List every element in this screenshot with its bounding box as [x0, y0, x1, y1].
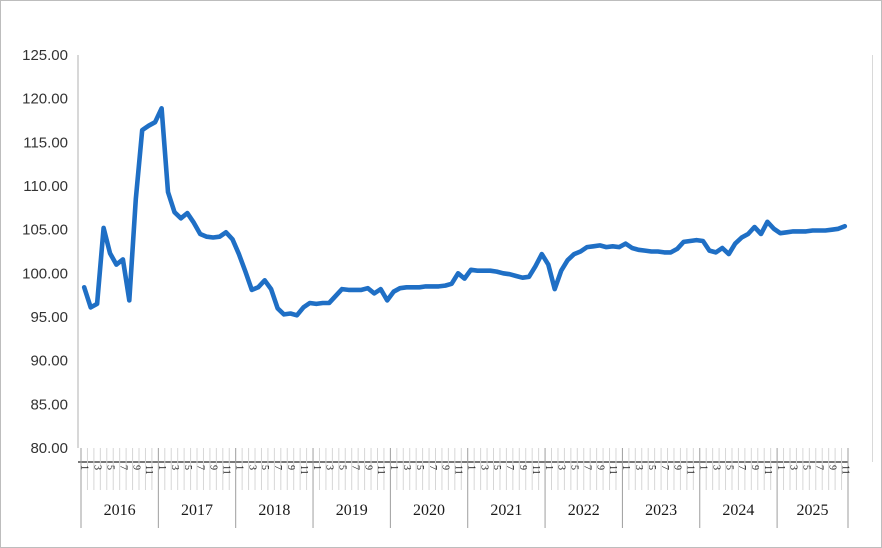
month-label: 5 — [105, 465, 116, 470]
month-label: 7 — [736, 465, 747, 470]
month-label: 3 — [169, 465, 180, 470]
month-label: 5 — [259, 465, 270, 470]
month-label: 3 — [478, 465, 489, 470]
month-label: 3 — [401, 465, 412, 470]
month-label: 3 — [788, 465, 799, 470]
month-label: 9 — [672, 465, 683, 470]
month-label: 1 — [311, 465, 322, 470]
month-label: 3 — [324, 465, 335, 470]
month-label: 1 — [543, 465, 554, 470]
month-label: 9 — [130, 465, 141, 470]
month-label: 9 — [208, 465, 219, 470]
month-label: 7 — [349, 465, 360, 470]
y-axis-labels: 125.00 120.00 115.00 110.00 105.00 100.00 95.0… — [22, 47, 68, 457]
y-tick-label: 90.00 — [30, 353, 68, 370]
year-label: 2016 — [104, 502, 136, 519]
y-tick-label: 105.00 — [22, 222, 68, 239]
month-label: 5 — [646, 465, 657, 470]
month-label: 7 — [504, 465, 515, 470]
month-label: 7 — [659, 465, 670, 470]
index-line-series — [81, 106, 848, 318]
year-label: 2023 — [645, 502, 677, 519]
month-label: 9 — [440, 465, 451, 470]
y-tick-label: 95.00 — [30, 309, 68, 326]
month-label: 11 — [607, 465, 618, 475]
index-line — [81, 106, 848, 318]
y-tick-label: 125.00 — [22, 47, 68, 64]
month-label: 9 — [749, 465, 760, 470]
year-label: 2019 — [336, 502, 368, 519]
year-label: 2017 — [181, 502, 213, 519]
month-label: 1 — [620, 465, 631, 470]
month-label: 11 — [143, 465, 154, 475]
year-label: 2020 — [413, 502, 445, 519]
year-labels: 2016 2017 2018 2019 2020 2021 2022 2023 2024 2025 — [104, 502, 829, 519]
month-label: 1 — [156, 465, 167, 470]
year-label: 2025 — [797, 502, 829, 519]
month-label: 9 — [362, 465, 373, 470]
year-label: 2022 — [568, 502, 600, 519]
month-tick-marks — [80, 448, 849, 528]
month-label: 11 — [762, 465, 773, 475]
y-tick-label: 100.00 — [22, 265, 68, 282]
month-label: 11 — [453, 465, 464, 475]
y-tick-label: 120.00 — [22, 91, 68, 108]
month-label: 9 — [594, 465, 605, 470]
y-tick-label: 85.00 — [30, 396, 68, 413]
month-label: 9 — [285, 465, 296, 470]
month-label: 7 — [814, 465, 825, 470]
year-label: 2024 — [722, 502, 754, 519]
plot-frame — [77, 55, 873, 463]
month-label: 7 — [195, 465, 206, 470]
month-label: 7 — [272, 465, 283, 470]
month-label: 5 — [337, 465, 348, 470]
month-label: 5 — [182, 465, 193, 470]
month-label: 5 — [414, 465, 425, 470]
month-label: 11 — [375, 465, 386, 475]
month-label: 1 — [775, 465, 786, 470]
y-tick-label: 80.00 — [30, 440, 68, 457]
month-label: 7 — [582, 465, 593, 470]
month-label: 3 — [556, 465, 567, 470]
month-label: 1 — [465, 465, 476, 470]
month-label: 11 — [839, 465, 850, 475]
month-label: 3 — [710, 465, 721, 470]
year-label: 2021 — [490, 502, 522, 519]
y-tick-label: 115.00 — [23, 134, 68, 151]
month-label: 5 — [723, 465, 734, 470]
month-label: 5 — [569, 465, 580, 470]
month-label: 11 — [530, 465, 541, 475]
month-label: 7 — [117, 465, 128, 470]
month-label: 1 — [233, 465, 244, 470]
month-label: 11 — [685, 465, 696, 475]
month-label: 11 — [221, 465, 232, 475]
month-label: 1 — [698, 465, 709, 470]
year-label: 2018 — [258, 502, 290, 519]
y-tick-label: 110.00 — [23, 178, 68, 195]
month-label: 5 — [491, 465, 502, 470]
month-label: 3 — [92, 465, 103, 470]
month-label: 1 — [388, 465, 399, 470]
month-label: 9 — [826, 465, 837, 470]
month-label: 1 — [79, 465, 90, 470]
month-label: 3 — [633, 465, 644, 470]
month-label: 7 — [427, 465, 438, 470]
month-label: 11 — [298, 465, 309, 475]
month-label: 3 — [246, 465, 257, 470]
month-label: 5 — [801, 465, 812, 470]
month-tick-labels: 1 3 5 7 9 11 1 3 5 7 9 11 1 3 5 7 9 11 1 3 5 7 9 11 1 3 5 7 9 11 1 3 5 7 9… — [79, 465, 851, 475]
month-label: 9 — [517, 465, 528, 470]
